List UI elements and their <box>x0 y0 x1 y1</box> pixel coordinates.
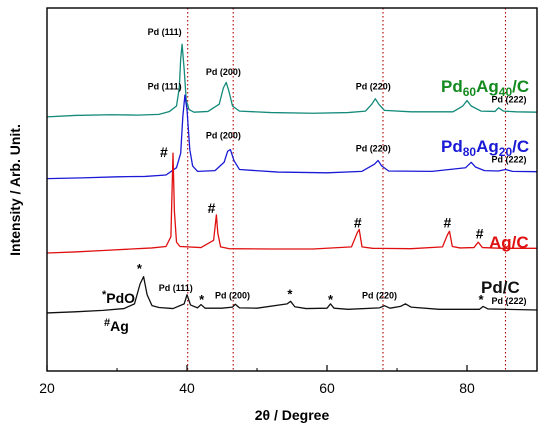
marker-key: *PdO #Ag <box>102 289 135 334</box>
x-tick-label: 60 <box>319 380 335 396</box>
ag-peak-marker: # <box>354 215 362 231</box>
reference-lines <box>187 8 507 371</box>
series-label-pd60ag40-c: Pd60Ag40/C <box>441 77 529 99</box>
pdo-peak-marker: * <box>328 292 334 307</box>
peak-label-pd-220: Pd (220) <box>356 82 391 92</box>
x-tick-label: 20 <box>39 380 55 396</box>
y-axis-label: Intensity / Arb. Unit. <box>7 124 23 256</box>
series-line-pd60ag40-c <box>46 43 538 118</box>
series-label-part: Ag <box>476 77 499 96</box>
ag-peak-marker: # <box>160 144 168 160</box>
plot-frame <box>46 7 538 372</box>
x-axis: 20 40 60 80 <box>39 365 475 396</box>
peak-label-pd-111: Pd (111) <box>159 283 193 293</box>
series-label-pd-c: Pd/C <box>481 278 520 297</box>
x-axis-label: 2θ / Degree <box>255 407 330 423</box>
peak-label-pd-222: Pd (222) <box>491 94 526 104</box>
series-label-part: 60 <box>463 85 477 99</box>
peak-label-pd-222: Pd (222) <box>491 154 526 164</box>
peak-label-pd-111: Pd (111) <box>148 82 182 92</box>
peak-label-pd-200: Pd (200) <box>206 131 241 141</box>
series-label-ag-c: Ag/C <box>489 233 529 252</box>
series-label-part: Ag/C <box>489 233 529 252</box>
key-ag-text: Ag <box>110 318 129 334</box>
peak-label-pd-200: Pd (200) <box>215 290 250 300</box>
series-label-part: 40 <box>499 85 513 99</box>
series-label-part: 80 <box>463 145 477 159</box>
peak-label-pd-220: Pd (220) <box>362 290 397 300</box>
series-layer <box>46 43 538 314</box>
series-label-pd80ag20-c: Pd80Ag20/C <box>441 137 529 159</box>
series-label-part: Pd <box>441 137 463 156</box>
series-label-part: Pd <box>441 77 463 96</box>
series-label-part: /C <box>512 77 529 96</box>
x-tick-label: 80 <box>459 380 475 396</box>
pdo-peak-marker: * <box>199 292 205 307</box>
series-label-part: /C <box>512 137 529 156</box>
peak-label-pd-222: Pd (222) <box>491 296 526 306</box>
pdo-peak-marker: * <box>137 261 143 276</box>
peak-label-pd-111: Pd (111) <box>148 27 182 37</box>
series-line-pd80ag20-c <box>46 94 538 180</box>
series-line-pd-c <box>46 275 538 314</box>
pdo-peak-marker: * <box>287 286 293 301</box>
series-label-part: Pd/C <box>481 278 520 297</box>
key-ag: #Ag <box>104 317 129 334</box>
peak-label-pd-200: Pd (200) <box>206 67 241 77</box>
series-label-part: Ag <box>476 137 499 156</box>
peak-label-pd-220: Pd (220) <box>356 143 391 153</box>
series-line-ag-c <box>46 152 537 254</box>
key-pdo: *PdO <box>102 289 135 306</box>
key-pdo-text: PdO <box>106 290 135 306</box>
pdo-peak-marker: * <box>478 292 484 307</box>
ag-peak-marker: # <box>476 226 484 242</box>
key-ag-mark: # <box>104 317 110 329</box>
ag-peak-marker: # <box>208 200 216 216</box>
peak-annotations: Pd (111) Pd (200) Pd (220) Pd (222) Pd (111)… <box>137 27 527 307</box>
series-label-part: 20 <box>499 145 513 159</box>
ag-peak-marker: # <box>444 215 452 231</box>
key-pdo-mark: * <box>102 289 107 301</box>
x-tick-label: 40 <box>179 380 195 396</box>
